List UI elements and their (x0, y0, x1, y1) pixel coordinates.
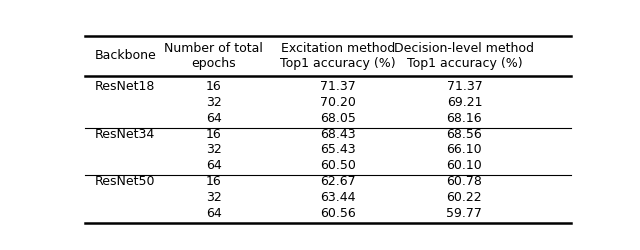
Text: 69.21: 69.21 (447, 96, 482, 109)
Text: Excitation method
Top1 accuracy (%): Excitation method Top1 accuracy (%) (280, 42, 396, 70)
Text: 59.77: 59.77 (447, 206, 483, 220)
Text: 32: 32 (206, 96, 222, 109)
Text: Decision-level method
Top1 accuracy (%): Decision-level method Top1 accuracy (%) (394, 42, 534, 70)
Text: Number of total
epochs: Number of total epochs (164, 42, 263, 70)
Text: 66.10: 66.10 (447, 144, 482, 156)
Text: 16: 16 (206, 128, 222, 141)
Text: 16: 16 (206, 80, 222, 93)
Text: 63.44: 63.44 (320, 191, 356, 204)
Text: 64: 64 (206, 206, 222, 220)
Text: 70.20: 70.20 (320, 96, 356, 109)
Text: ResNet18: ResNet18 (95, 80, 156, 93)
Text: ResNet50: ResNet50 (95, 175, 156, 188)
Text: 71.37: 71.37 (320, 80, 356, 93)
Text: ResNet34: ResNet34 (95, 128, 155, 141)
Text: 60.78: 60.78 (447, 175, 483, 188)
Text: 60.10: 60.10 (447, 159, 483, 172)
Text: 60.22: 60.22 (447, 191, 482, 204)
Text: 60.50: 60.50 (320, 159, 356, 172)
Text: 62.67: 62.67 (320, 175, 356, 188)
Text: 68.16: 68.16 (447, 112, 482, 125)
Text: 65.43: 65.43 (320, 144, 356, 156)
Text: 71.37: 71.37 (447, 80, 483, 93)
Text: 68.56: 68.56 (447, 128, 483, 141)
Text: 32: 32 (206, 144, 222, 156)
Text: 32: 32 (206, 191, 222, 204)
Text: Backbone: Backbone (95, 50, 157, 62)
Text: 68.43: 68.43 (320, 128, 356, 141)
Text: 64: 64 (206, 159, 222, 172)
Text: 60.56: 60.56 (320, 206, 356, 220)
Text: 68.05: 68.05 (320, 112, 356, 125)
Text: 16: 16 (206, 175, 222, 188)
Text: 64: 64 (206, 112, 222, 125)
